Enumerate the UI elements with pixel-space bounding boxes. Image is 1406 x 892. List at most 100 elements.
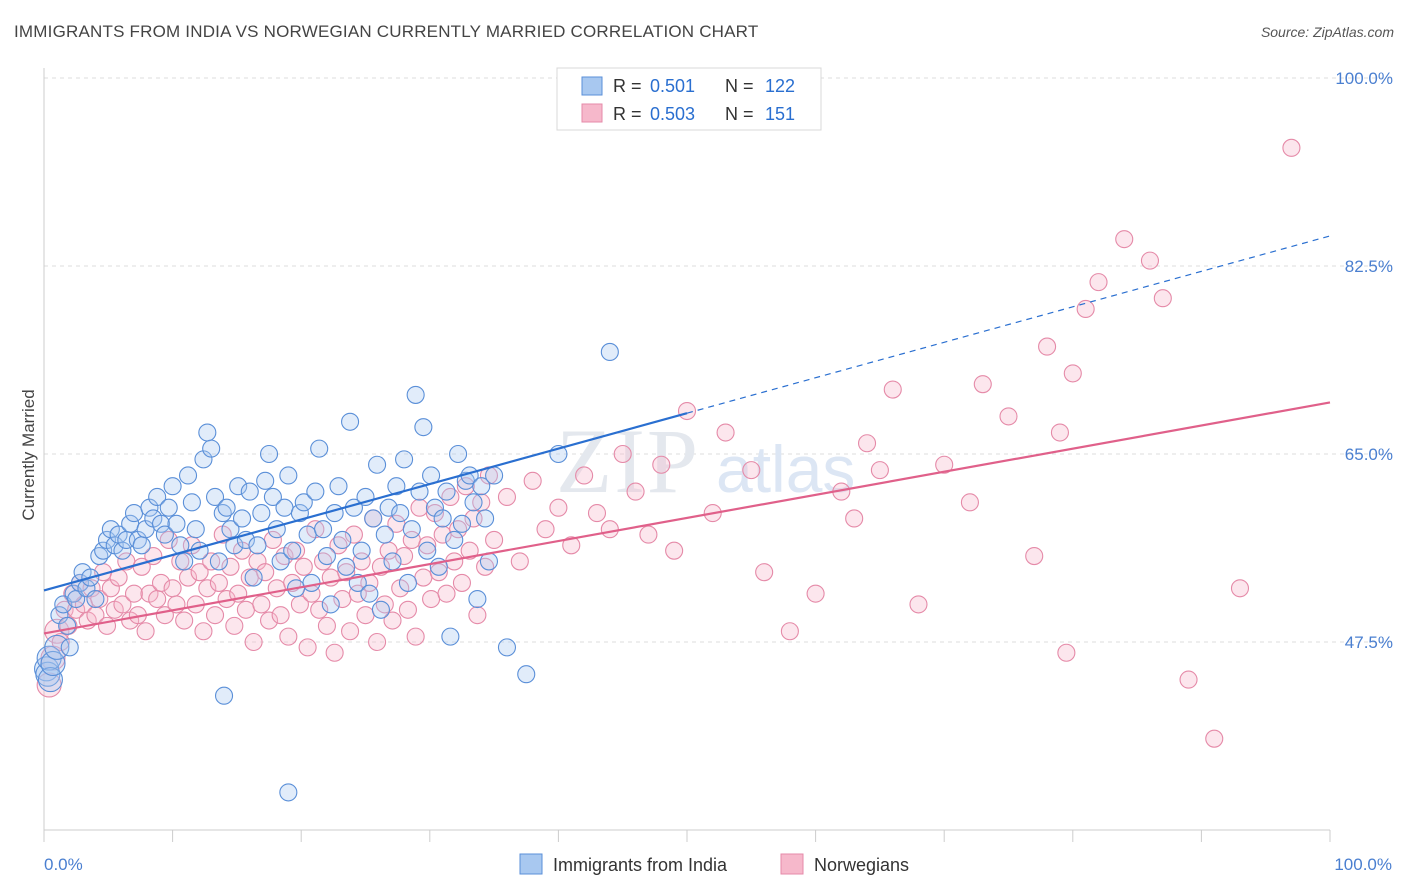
x-tick-label-start: 0.0% [44,855,83,874]
legend-r-label-nor: R = [613,104,642,124]
norwegians-point [1205,729,1224,748]
norwegians-point [221,557,240,576]
norwegians-point [163,579,182,598]
india-point [217,498,236,517]
india-point [352,541,371,560]
india-point [225,536,244,555]
legend-r-value-nor: 0.503 [650,104,695,124]
norwegians-point [460,541,479,560]
india-point [302,573,321,592]
norwegians-point [294,557,313,576]
norwegians-point [1050,423,1069,442]
norwegians-point [1057,643,1076,662]
norwegians-point [1025,547,1044,566]
india-point [452,514,472,533]
india-point [252,504,271,523]
india-point [310,439,329,458]
india-point [209,552,228,571]
norwegians-point [279,627,298,646]
india-point [151,514,171,533]
norwegians-point [1089,273,1108,292]
norwegians-point [1140,251,1160,270]
india-point [271,552,290,571]
y-tick-label: 82.5% [1345,257,1393,276]
india-point [468,589,487,609]
norwegians-point [198,579,217,598]
india-point [360,584,379,603]
legend-r-value-india: 0.501 [650,76,695,96]
norwegians-point [310,600,329,619]
india-point [290,504,309,523]
norwegians-point [337,563,356,582]
india-point [175,552,194,571]
legend-r-label-india: R = [613,76,642,96]
india-point [186,520,205,539]
norwegians-point [485,530,504,549]
india-point [371,600,390,619]
norwegians-point [205,606,225,625]
norwegians-point [395,547,414,566]
india-point [321,595,340,614]
norwegians-point [113,595,132,614]
india-point [418,541,437,560]
trend-lines [43,235,1331,635]
norwegians-point [562,536,581,555]
india-point [387,477,406,496]
india-point [341,412,360,431]
norwegians-point [398,600,417,619]
norwegians-point [202,552,221,571]
norwegians-point [144,547,163,566]
norwegians-point [90,589,109,609]
india-point [124,504,144,523]
india-point [472,477,491,496]
trend-line-norwegians [43,401,1331,635]
india-point [395,450,414,469]
india-point [214,686,234,705]
india-point [244,568,263,587]
norwegians-point [418,536,437,555]
norwegians-point [341,622,360,641]
norwegians-point [437,584,456,603]
legend-swatch-nor [581,103,603,123]
norwegians-point [935,455,954,474]
india-point [279,783,298,802]
bottom-legend-label-nor: Norwegians [814,855,909,875]
india-point [263,487,282,507]
norwegians-point [587,504,607,523]
norwegians-point [960,493,979,512]
norwegians-point [194,622,213,641]
india-point [205,487,225,507]
norwegians-point [452,573,472,592]
norwegians-point [755,563,774,582]
y-tick-labels: 47.5% 65.0% 82.5% 100.0% [1335,69,1393,652]
india-point [517,665,536,684]
norwegians-point [909,595,928,614]
india-point [232,509,252,528]
india-point [414,418,433,437]
india-point [240,482,259,501]
legend-n-value-nor: 151 [765,104,795,124]
india-point [159,498,178,517]
norwegians-point [549,498,568,517]
india-point [202,439,221,458]
norwegians-point [780,622,799,641]
norwegians-point [1179,670,1198,689]
norwegians-point [626,482,645,501]
norwegians-point [317,616,336,635]
india-point [375,525,394,544]
norwegians-point [225,616,244,635]
trend-line-india [43,412,688,592]
watermark: ZIP atlas [556,410,855,512]
india-point [449,444,468,464]
y-tick-label: 47.5% [1345,633,1393,652]
india-point [279,466,298,485]
india-point [40,650,66,677]
legend-n-value-india: 122 [765,76,795,96]
bottom-legend-swatch-india [519,853,543,875]
norwegians-point [244,632,263,652]
india-point [248,536,267,555]
india-point [229,477,248,496]
legend-swatch-india [581,76,603,96]
india-point [441,627,460,646]
norwegians-point [1038,337,1057,356]
